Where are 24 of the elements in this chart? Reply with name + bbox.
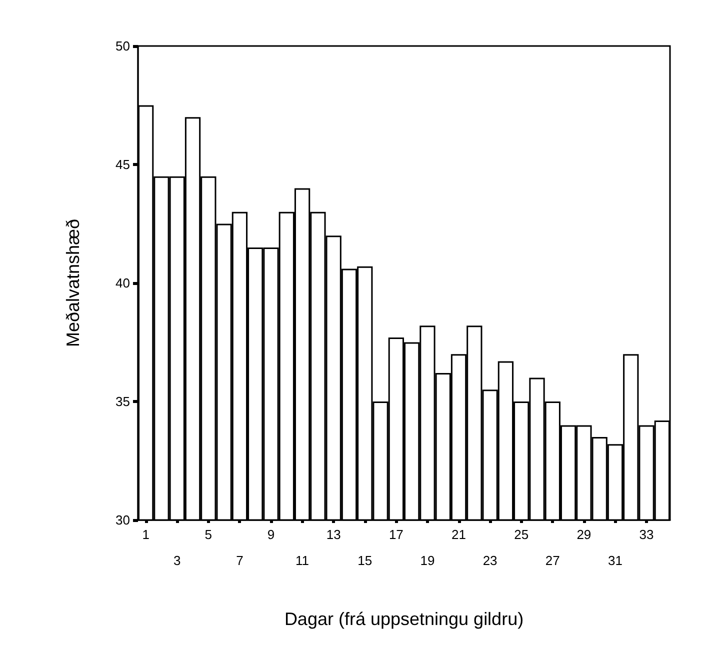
x-tick-label: 15 — [358, 553, 372, 568]
x-axis-title: Dagar (frá uppsetningu gildru) — [284, 609, 524, 629]
y-tick-label: 30 — [116, 512, 130, 528]
x-tick-label: 33 — [639, 527, 654, 542]
x-tick-label: 23 — [482, 553, 498, 568]
x-tick-label: 5 — [204, 527, 212, 542]
y-tick-label: 45 — [116, 157, 130, 172]
x-tick-label: 3 — [174, 553, 181, 568]
x-tick-label: 19 — [420, 553, 435, 568]
x-tick-label: 27 — [545, 553, 560, 568]
x-tick-label: 25 — [514, 527, 529, 542]
x-tick-label: 31 — [608, 553, 622, 568]
x-tick-label: 21 — [452, 527, 466, 542]
y-tick-label: 40 — [116, 276, 130, 290]
y-tick-label: 50 — [116, 38, 130, 54]
x-tick-label: 13 — [326, 527, 341, 542]
y-tick-label: 35 — [116, 394, 130, 409]
y-axis-title: Meðalvatnshæð — [63, 218, 83, 348]
x-tick-label: 9 — [267, 527, 275, 542]
x-tick-label: 7 — [236, 553, 244, 568]
x-tick-label: 11 — [296, 553, 310, 568]
x-tick-label: 1 — [142, 527, 150, 542]
x-tick-label: 29 — [576, 527, 592, 542]
x-tick-label: 17 — [388, 527, 404, 542]
